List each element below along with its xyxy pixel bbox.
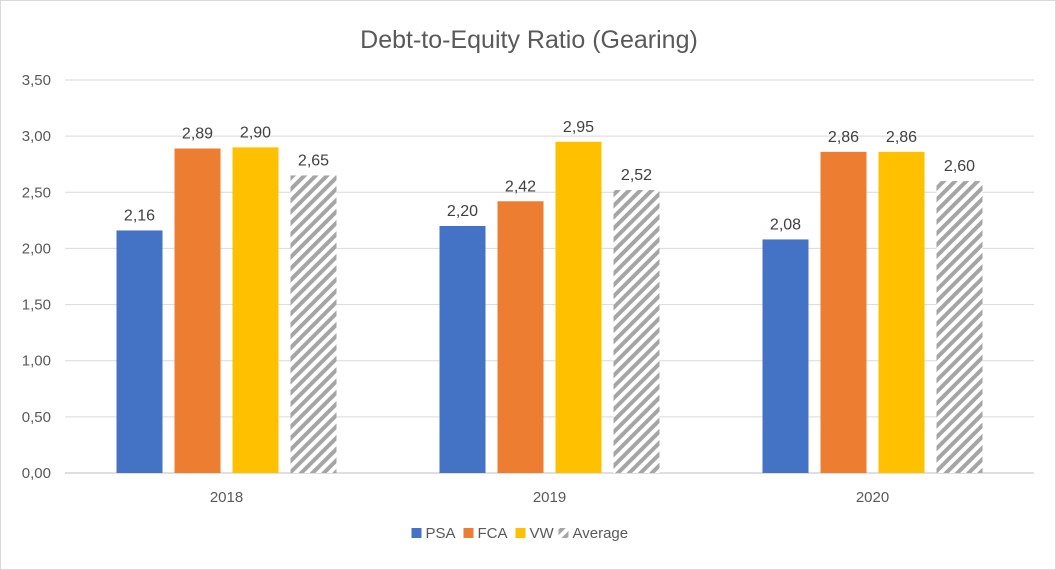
data-label: 2,86 <box>886 129 917 146</box>
bars <box>116 141 983 474</box>
data-label: 2,89 <box>182 125 213 142</box>
legend-swatch <box>515 528 526 538</box>
legend-swatch <box>558 528 569 538</box>
data-label: 2,95 <box>563 119 594 136</box>
bar-vw-2020 <box>878 151 925 473</box>
legend-swatch <box>463 528 474 538</box>
legend-item-vw: VW <box>515 525 555 542</box>
data-label: 2,60 <box>944 158 975 175</box>
data-label: 2,08 <box>770 216 801 233</box>
data-label: 2,20 <box>447 203 478 220</box>
bar-average-2020 <box>936 181 983 474</box>
data-label: 2,86 <box>828 129 859 146</box>
legend-label: PSA <box>426 525 456 542</box>
bar-fca-2020 <box>820 151 867 473</box>
data-label: 2,65 <box>298 152 329 169</box>
bar-psa-2020 <box>762 239 809 473</box>
legend-item-average: Average <box>558 525 629 542</box>
x-category-label: 2020 <box>856 489 889 506</box>
bar-fca-2019 <box>497 201 544 474</box>
x-axis-category-labels: 2018 2019 2020 <box>210 489 889 506</box>
bar-psa-2018 <box>116 230 163 473</box>
y-tick-label: 0,50 <box>22 409 51 426</box>
data-label: 2,52 <box>621 167 652 184</box>
legend-item-psa: PSA <box>411 525 456 542</box>
bar-average-2018 <box>290 175 337 473</box>
y-tick-label: 3,00 <box>22 128 51 145</box>
y-tick-label: 2,00 <box>22 240 51 257</box>
legend-swatch <box>411 528 422 538</box>
x-category-label: 2019 <box>533 489 566 506</box>
bar-psa-2019 <box>439 225 486 473</box>
bar-average-2019 <box>613 190 660 474</box>
bar-vw-2018 <box>232 147 279 473</box>
gridlines <box>65 79 1034 474</box>
y-tick-label: 3,50 <box>22 72 51 89</box>
x-category-label: 2018 <box>210 489 243 506</box>
data-label: 2,42 <box>505 178 536 195</box>
y-tick-label: 2,50 <box>22 184 51 201</box>
y-tick-label: 1,50 <box>22 297 51 314</box>
y-tick-label: 1,00 <box>22 353 51 370</box>
data-labels: 2,16 2,89 2,90 2,65 2,20 2,42 2,95 2,52 2,08 2,86… <box>124 119 975 234</box>
legend-item-fca: FCA <box>463 525 508 542</box>
chart-title: Debt-to-Equity Ratio (Gearing) <box>360 26 698 54</box>
legend: PSA FCA VW Average <box>411 525 629 542</box>
bar-vw-2019 <box>555 141 602 473</box>
legend-label: FCA <box>478 525 508 542</box>
data-label: 2,90 <box>240 124 271 141</box>
legend-label: Average <box>573 525 629 542</box>
legend-label: VW <box>530 525 555 542</box>
y-tick-label: 0,00 <box>22 465 51 482</box>
bar-fca-2018 <box>174 148 221 473</box>
data-label: 2,16 <box>124 207 155 224</box>
y-axis-tick-labels: 0,00 0,50 1,00 1,50 2,00 2,50 3,00 3,50 <box>22 72 51 482</box>
